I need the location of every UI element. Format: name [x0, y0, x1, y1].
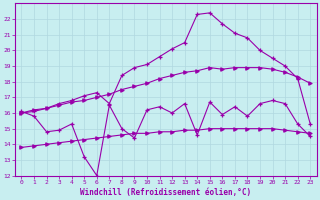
X-axis label: Windchill (Refroidissement éolien,°C): Windchill (Refroidissement éolien,°C)	[80, 188, 252, 197]
